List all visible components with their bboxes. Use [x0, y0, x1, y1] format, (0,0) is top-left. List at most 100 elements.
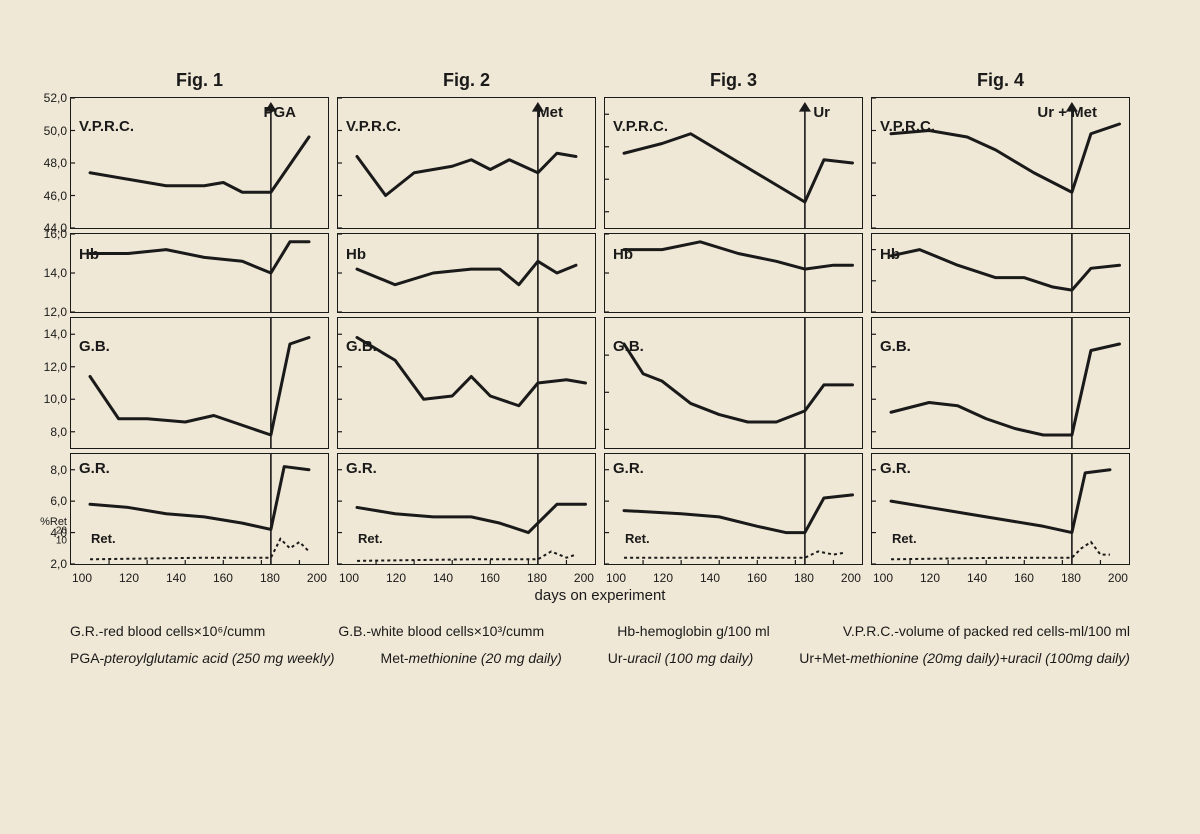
x-tick-label: 100 [72, 571, 92, 585]
x-tick-label: 140 [967, 571, 987, 585]
treatment-label: PGA [263, 104, 296, 121]
series-label-gr: G.R. [346, 460, 377, 477]
x-tick-label: 200 [841, 571, 861, 585]
panel-vprc: V.P.R.C.Ur + Met [871, 97, 1130, 229]
figure-sheet: Fig. 144,046,048,050,052,0V.P.R.C.PGA12,… [70, 70, 1130, 764]
legend-item: V.P.R.C.-volume of packed red cells-ml/1… [843, 618, 1130, 645]
x-axis-labels: 100120140160180200 [604, 569, 863, 585]
x-tick-label: 160 [213, 571, 233, 585]
x-tick-label: 200 [307, 571, 327, 585]
data-line-gb [90, 338, 309, 436]
data-line-gb [357, 338, 585, 406]
legend-item: G.B.-white blood cells×10³/cumm [338, 618, 544, 645]
x-tick-label: 100 [339, 571, 359, 585]
series-label-gr: G.R. [880, 460, 911, 477]
y-tick-label: 10,0 [44, 392, 67, 406]
series-label-gr: G.R. [613, 460, 644, 477]
x-tick-label: 140 [433, 571, 453, 585]
panel-svg [338, 234, 595, 312]
series-label-vprc: V.P.R.C. [613, 118, 668, 135]
legend-item: PGA-pteroylglutamic acid (250 mg weekly) [70, 645, 335, 672]
x-tick-label: 100 [873, 571, 893, 585]
panel-hb: Hb [337, 233, 596, 313]
y-axis-labels: 8,0 10,0 12,0 14,0 [35, 318, 71, 448]
y-axis-labels: 2,04,06,08,0%Ret2010 [35, 454, 71, 564]
data-line-gr [624, 495, 852, 533]
x-tick-label: 180 [1061, 571, 1081, 585]
panel-hb: Hb [871, 233, 1130, 313]
series-label-hb: Hb [79, 246, 99, 263]
y-tick-label: 8,0 [50, 425, 67, 439]
panel-gb: G.B. [604, 317, 863, 449]
panel-gr: G.R. Ret. [604, 453, 863, 565]
series-label-hb: Hb [613, 246, 633, 263]
column-title: Fig. 3 [604, 70, 863, 91]
y-tick-label: 48,0 [44, 156, 67, 170]
x-tick-label: 120 [920, 571, 940, 585]
x-tick-label: 120 [386, 571, 406, 585]
treatment-label: Met [537, 104, 563, 121]
column-fig1: Fig. 144,046,048,050,052,0V.P.R.C.PGA12,… [70, 70, 329, 585]
panel-hb: 12,014,016,0Hb [70, 233, 329, 313]
y-tick-label: 14,0 [44, 327, 67, 341]
data-line-ret [891, 542, 1110, 559]
x-tick-label: 180 [527, 571, 547, 585]
x-tick-label: 160 [480, 571, 500, 585]
panel-vprc: V.P.R.C. Met [337, 97, 596, 229]
y-axis-labels: 12,014,016,0 [35, 234, 71, 312]
treatment-label: Ur [813, 104, 830, 121]
x-axis-title: days on experiment [70, 587, 1130, 604]
data-line-hb [357, 261, 576, 284]
legend-item: Ur-uracil (100 mg daily) [608, 645, 754, 672]
data-line-hb [624, 242, 852, 269]
data-line-hb [891, 250, 1119, 291]
series-label-gr: G.R. [79, 460, 110, 477]
y-tick-label: 16,0 [44, 227, 67, 241]
column-title: Fig. 2 [337, 70, 596, 91]
column-fig3: Fig. 3V.P.R.C.UrHbG.B.G.R.Ret.1001201401… [604, 70, 863, 585]
panel-gb: G.B. [871, 317, 1130, 449]
panel-gr: G.R. Ret. [337, 453, 596, 565]
data-line-ret [90, 539, 309, 559]
series-label-gb: G.B. [613, 338, 644, 355]
data-line-gb [891, 344, 1119, 435]
x-tick-label: 160 [1014, 571, 1034, 585]
data-line-gr [891, 470, 1110, 533]
y-tick-label: 12,0 [44, 360, 67, 374]
x-axis-labels: 100 120 140 160 180 200 [337, 569, 596, 585]
y-tick-label: 8,0 [50, 463, 67, 477]
panel-svg [872, 234, 1129, 312]
x-tick-label: 120 [119, 571, 139, 585]
data-line-ret [357, 551, 576, 560]
x-axis-labels: 100120140160180200 [70, 569, 329, 585]
legend-item: Hb-hemoglobin g/100 ml [617, 618, 770, 645]
panel-vprc: V.P.R.C. Ur [604, 97, 863, 229]
x-tick-label: 180 [260, 571, 280, 585]
x-tick-label: 160 [747, 571, 767, 585]
series-label-vprc: V.P.R.C. [346, 118, 401, 135]
data-line-vprc [90, 137, 309, 192]
y-tick-label: 52,0 [44, 91, 67, 105]
panel-gr: 2,04,06,08,0%Ret2010G.R.Ret. [70, 453, 329, 565]
panel-vprc: 44,046,048,050,052,0V.P.R.C.PGA [70, 97, 329, 229]
series-label-vprc: V.P.R.C. [79, 118, 134, 135]
series-label-ret: Ret. [358, 531, 383, 546]
x-tick-label: 200 [574, 571, 594, 585]
data-line-gr [357, 504, 585, 532]
legend-row: PGA-pteroylglutamic acid (250 mg weekly)… [70, 645, 1130, 672]
legend-row: G.R.-red blood cells×10⁶/cummG.B.-white … [70, 618, 1130, 645]
series-label-vprc: V.P.R.C. [880, 118, 935, 135]
series-label-ret: Ret. [625, 531, 650, 546]
y-tick-label: 14,0 [44, 266, 67, 280]
panel-gb: G.B. [337, 317, 596, 449]
data-line-ret [624, 551, 843, 557]
legend-block: G.R.-red blood cells×10⁶/cummG.B.-white … [70, 618, 1130, 671]
column-title: Fig. 4 [871, 70, 1130, 91]
data-line-vprc [357, 153, 576, 195]
pct-ret-tick: 10 [56, 536, 67, 547]
series-label-gb: G.B. [346, 338, 377, 355]
x-tick-label: 140 [700, 571, 720, 585]
x-axis-labels: 100120140160180200 [871, 569, 1130, 585]
column-title: Fig. 1 [70, 70, 329, 91]
column-fig4: Fig. 4V.P.R.C.Ur + MetHbG.B.G.R.Ret.1001… [871, 70, 1130, 585]
